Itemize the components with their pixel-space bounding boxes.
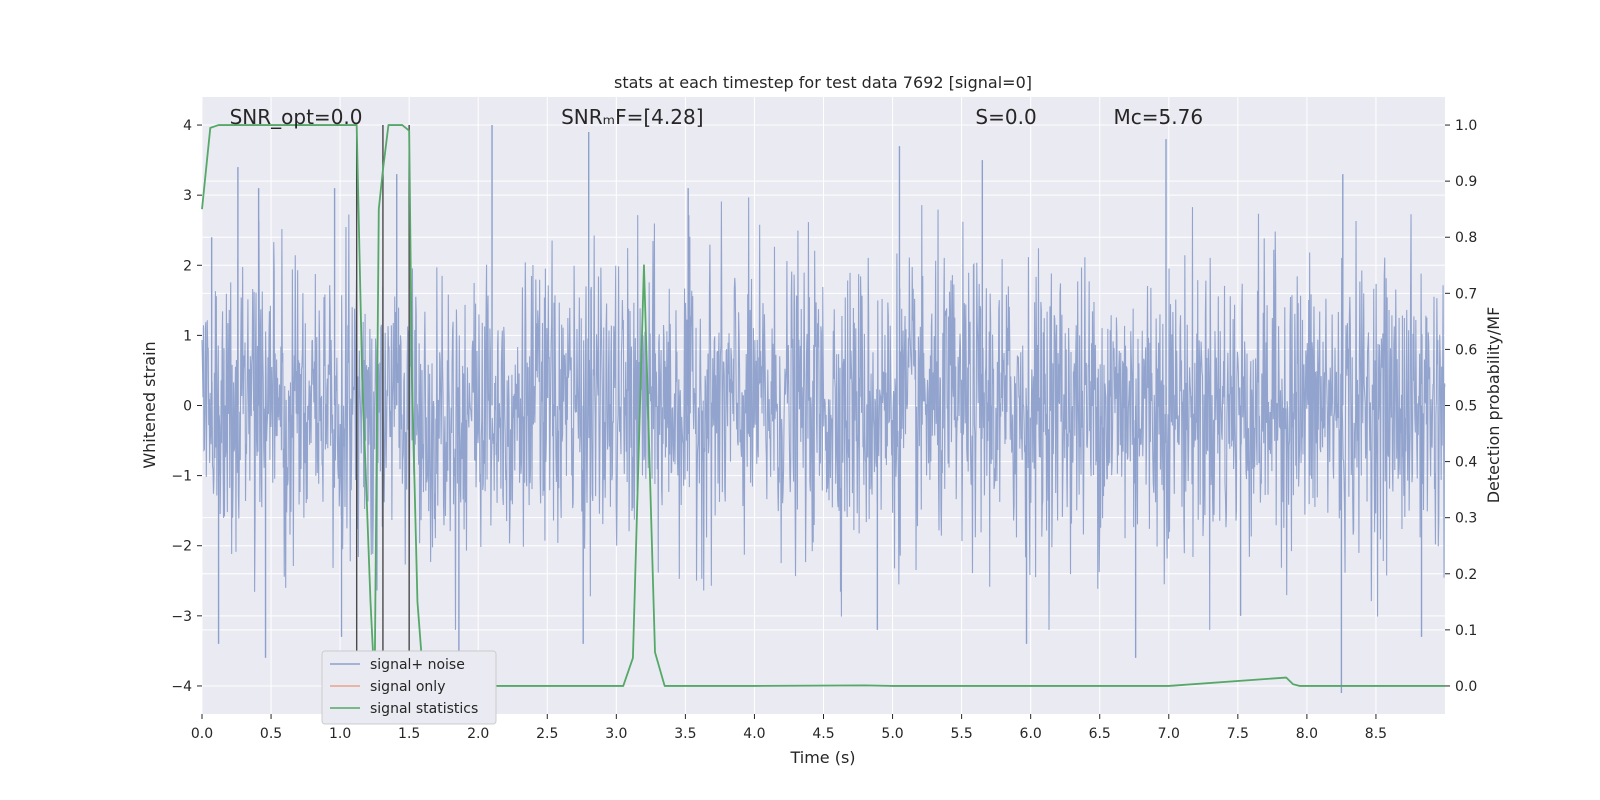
x-tick-label: 7.0 [1158, 726, 1180, 742]
y-tick-label: −3 [171, 609, 192, 625]
vertical-markers [355, 125, 410, 714]
x-tick-label: 2.0 [467, 726, 489, 742]
y-axis-label: Whitened strain [140, 341, 159, 468]
x-tick-label: 6.0 [1020, 726, 1042, 742]
y-tick-label: −2 [171, 539, 192, 555]
x-tick-label: 0.5 [260, 726, 282, 742]
legend: signal+ noise signal only signal statist… [321, 650, 497, 725]
chart-title: stats at each timestep for test data 769… [614, 73, 1032, 92]
legend-label-signal-only: signal only [370, 679, 445, 695]
x-tick-label: 3.5 [674, 726, 696, 742]
y-tick-label: 3 [183, 188, 192, 204]
x-tick-label: 8.5 [1365, 726, 1387, 742]
y2-tick-label: 0.6 [1455, 342, 1477, 358]
axis-ticks: 0.0 0.5 1.0 1.5 2.0 2.5 3.0 3.5 4.0 4.5 5.0 5.5 6.0 6… [171, 118, 1477, 742]
y-tick-label: 1 [183, 328, 192, 344]
x-tick-label: 7.5 [1227, 726, 1249, 742]
legend-box [321, 650, 497, 725]
x-tick-label: 4.0 [743, 726, 765, 742]
annotation-text: Mᴄ=5.76 [1114, 105, 1204, 129]
y2-tick-label: 0.8 [1455, 230, 1477, 246]
legend-label-signal-statistics: signal statistics [370, 701, 478, 717]
annotation-text: SNRₘF=[4.28] [561, 105, 703, 129]
x-tick-label: 6.5 [1089, 726, 1111, 742]
y2-axis-label: Detection probability/MF [1484, 307, 1503, 504]
y-tick-label: −4 [171, 679, 192, 695]
x-tick-label: 0.0 [191, 726, 213, 742]
y-tick-label: 4 [183, 118, 192, 134]
x-axis-label: Time (s) [789, 748, 855, 767]
y2-tick-label: 0.5 [1455, 399, 1477, 415]
y2-tick-label: 0.4 [1455, 455, 1477, 471]
y-tick-label: 0 [183, 399, 192, 415]
x-tick-label: 5.0 [881, 726, 903, 742]
x-tick-label: 1.5 [398, 726, 420, 742]
x-tick-label: 5.5 [950, 726, 972, 742]
y-tick-label: 2 [183, 258, 192, 274]
x-tick-label: 3.0 [605, 726, 627, 742]
annotation-text: SNR_opt=0.0 [230, 105, 363, 129]
y2-tick-label: 0.7 [1455, 286, 1477, 302]
x-tick-label: 8.0 [1296, 726, 1318, 742]
x-tick-label: 1.0 [329, 726, 351, 742]
x-tick-label: 2.5 [536, 726, 558, 742]
x-tick-label: 4.5 [812, 726, 834, 742]
y2-tick-label: 0.1 [1455, 623, 1477, 639]
annotations: SNR_opt=0.0 SNRₘF=[4.28] S=0.0 Mᴄ=5.76 [230, 105, 1203, 129]
annotation-text: S=0.0 [975, 105, 1036, 129]
legend-label-signal-noise: signal+ noise [370, 657, 465, 673]
y2-tick-label: 0.3 [1455, 511, 1477, 527]
y2-tick-label: 0.2 [1455, 567, 1477, 583]
y2-tick-label: 1.0 [1455, 118, 1477, 134]
y2-tick-label: 0.0 [1455, 679, 1477, 695]
y-tick-label: −1 [171, 469, 192, 485]
y2-tick-label: 0.9 [1455, 174, 1477, 190]
